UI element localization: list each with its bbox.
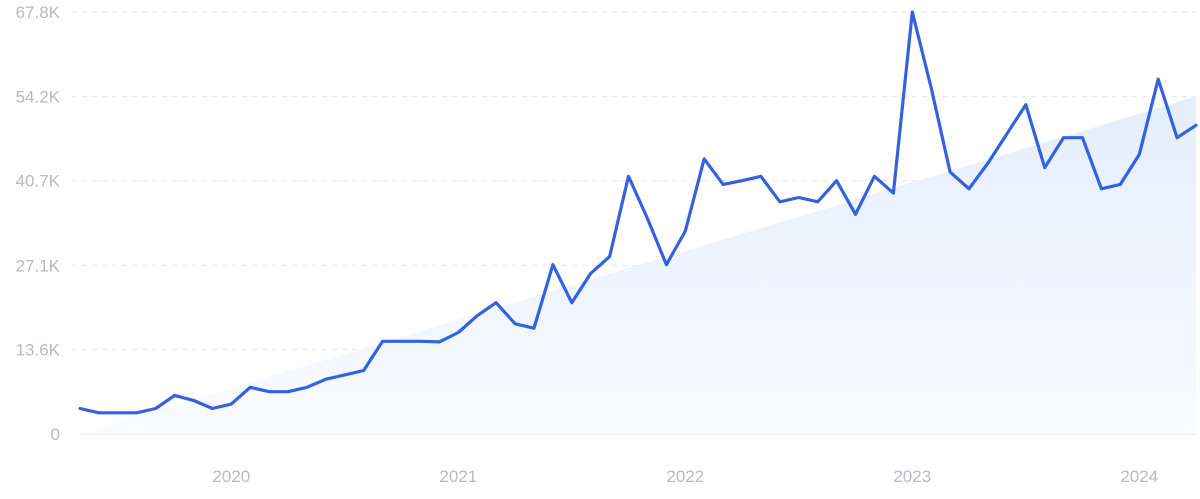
y-tick-label: 0 (51, 425, 60, 444)
x-tick-label: 2023 (893, 467, 931, 486)
y-tick-label: 13.6K (16, 340, 61, 359)
series-line (78, 10, 1198, 415)
x-tick-label: 2024 (1120, 467, 1158, 486)
y-tick-label: 40.7K (16, 172, 61, 191)
series-group (78, 10, 1198, 415)
y-tick-label: 67.8K (16, 3, 61, 22)
y-tick-label: 54.2K (16, 88, 61, 107)
y-tick-label: 27.1K (16, 256, 61, 275)
x-tick-label: 2021 (439, 467, 477, 486)
y-axis-labels: 0 13.6K 27.1K 40.7K 54.2K 67.8K (16, 3, 61, 444)
x-tick-label: 2020 (212, 467, 250, 486)
x-axis-labels: 2020 2021 2022 2023 2024 (212, 467, 1158, 486)
trend-area-group (80, 96, 1196, 435)
trend-area (80, 96, 1196, 435)
x-tick-label: 2022 (666, 467, 704, 486)
